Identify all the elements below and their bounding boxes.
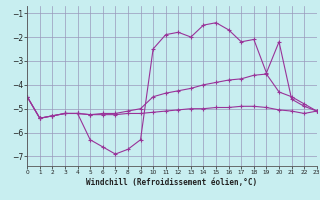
X-axis label: Windchill (Refroidissement éolien,°C): Windchill (Refroidissement éolien,°C) [86, 178, 258, 187]
